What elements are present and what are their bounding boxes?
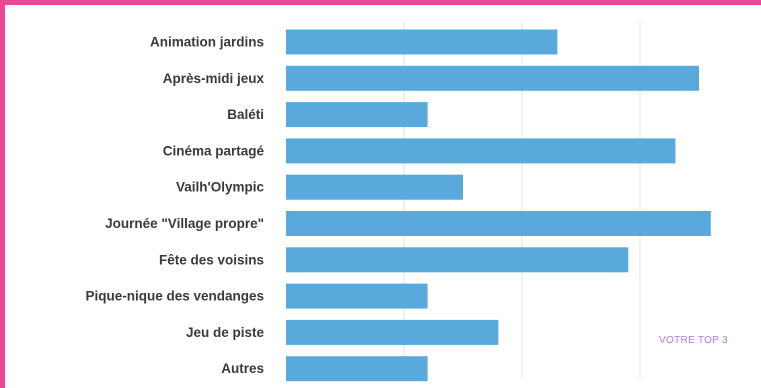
category-label-4: Cinéma partagé [163, 143, 265, 158]
category-label-5: Vailh'Olympic [176, 180, 264, 195]
category-label-1: Animation jardins [150, 35, 264, 50]
bar-10 [286, 356, 428, 382]
annotation-label: VOTRE TOP 3 [659, 335, 728, 346]
category-label-6: Journée "Village propre" [105, 216, 264, 231]
category-label-10: Autres [221, 361, 264, 376]
category-label-8: Pique-nique des vendanges [85, 289, 264, 304]
category-label-2: Après-midi jeux [163, 71, 265, 86]
bar-9 [286, 319, 499, 345]
bar-3 [286, 102, 428, 128]
bar-7 [286, 247, 629, 273]
bar-8 [286, 283, 428, 309]
bar-5 [286, 174, 463, 200]
bars [286, 29, 711, 382]
bar-6 [286, 211, 711, 236]
category-labels: Animation jardins Après-midi jeux Baléti Ci… [85, 35, 264, 377]
category-label-3: Baléti [227, 107, 264, 122]
category-label-9: Jeu de piste [186, 325, 265, 340]
bar-4 [286, 138, 676, 164]
category-label-7: Fête des voisins [159, 252, 264, 267]
bar-2 [286, 65, 699, 91]
bar-1 [286, 29, 558, 55]
